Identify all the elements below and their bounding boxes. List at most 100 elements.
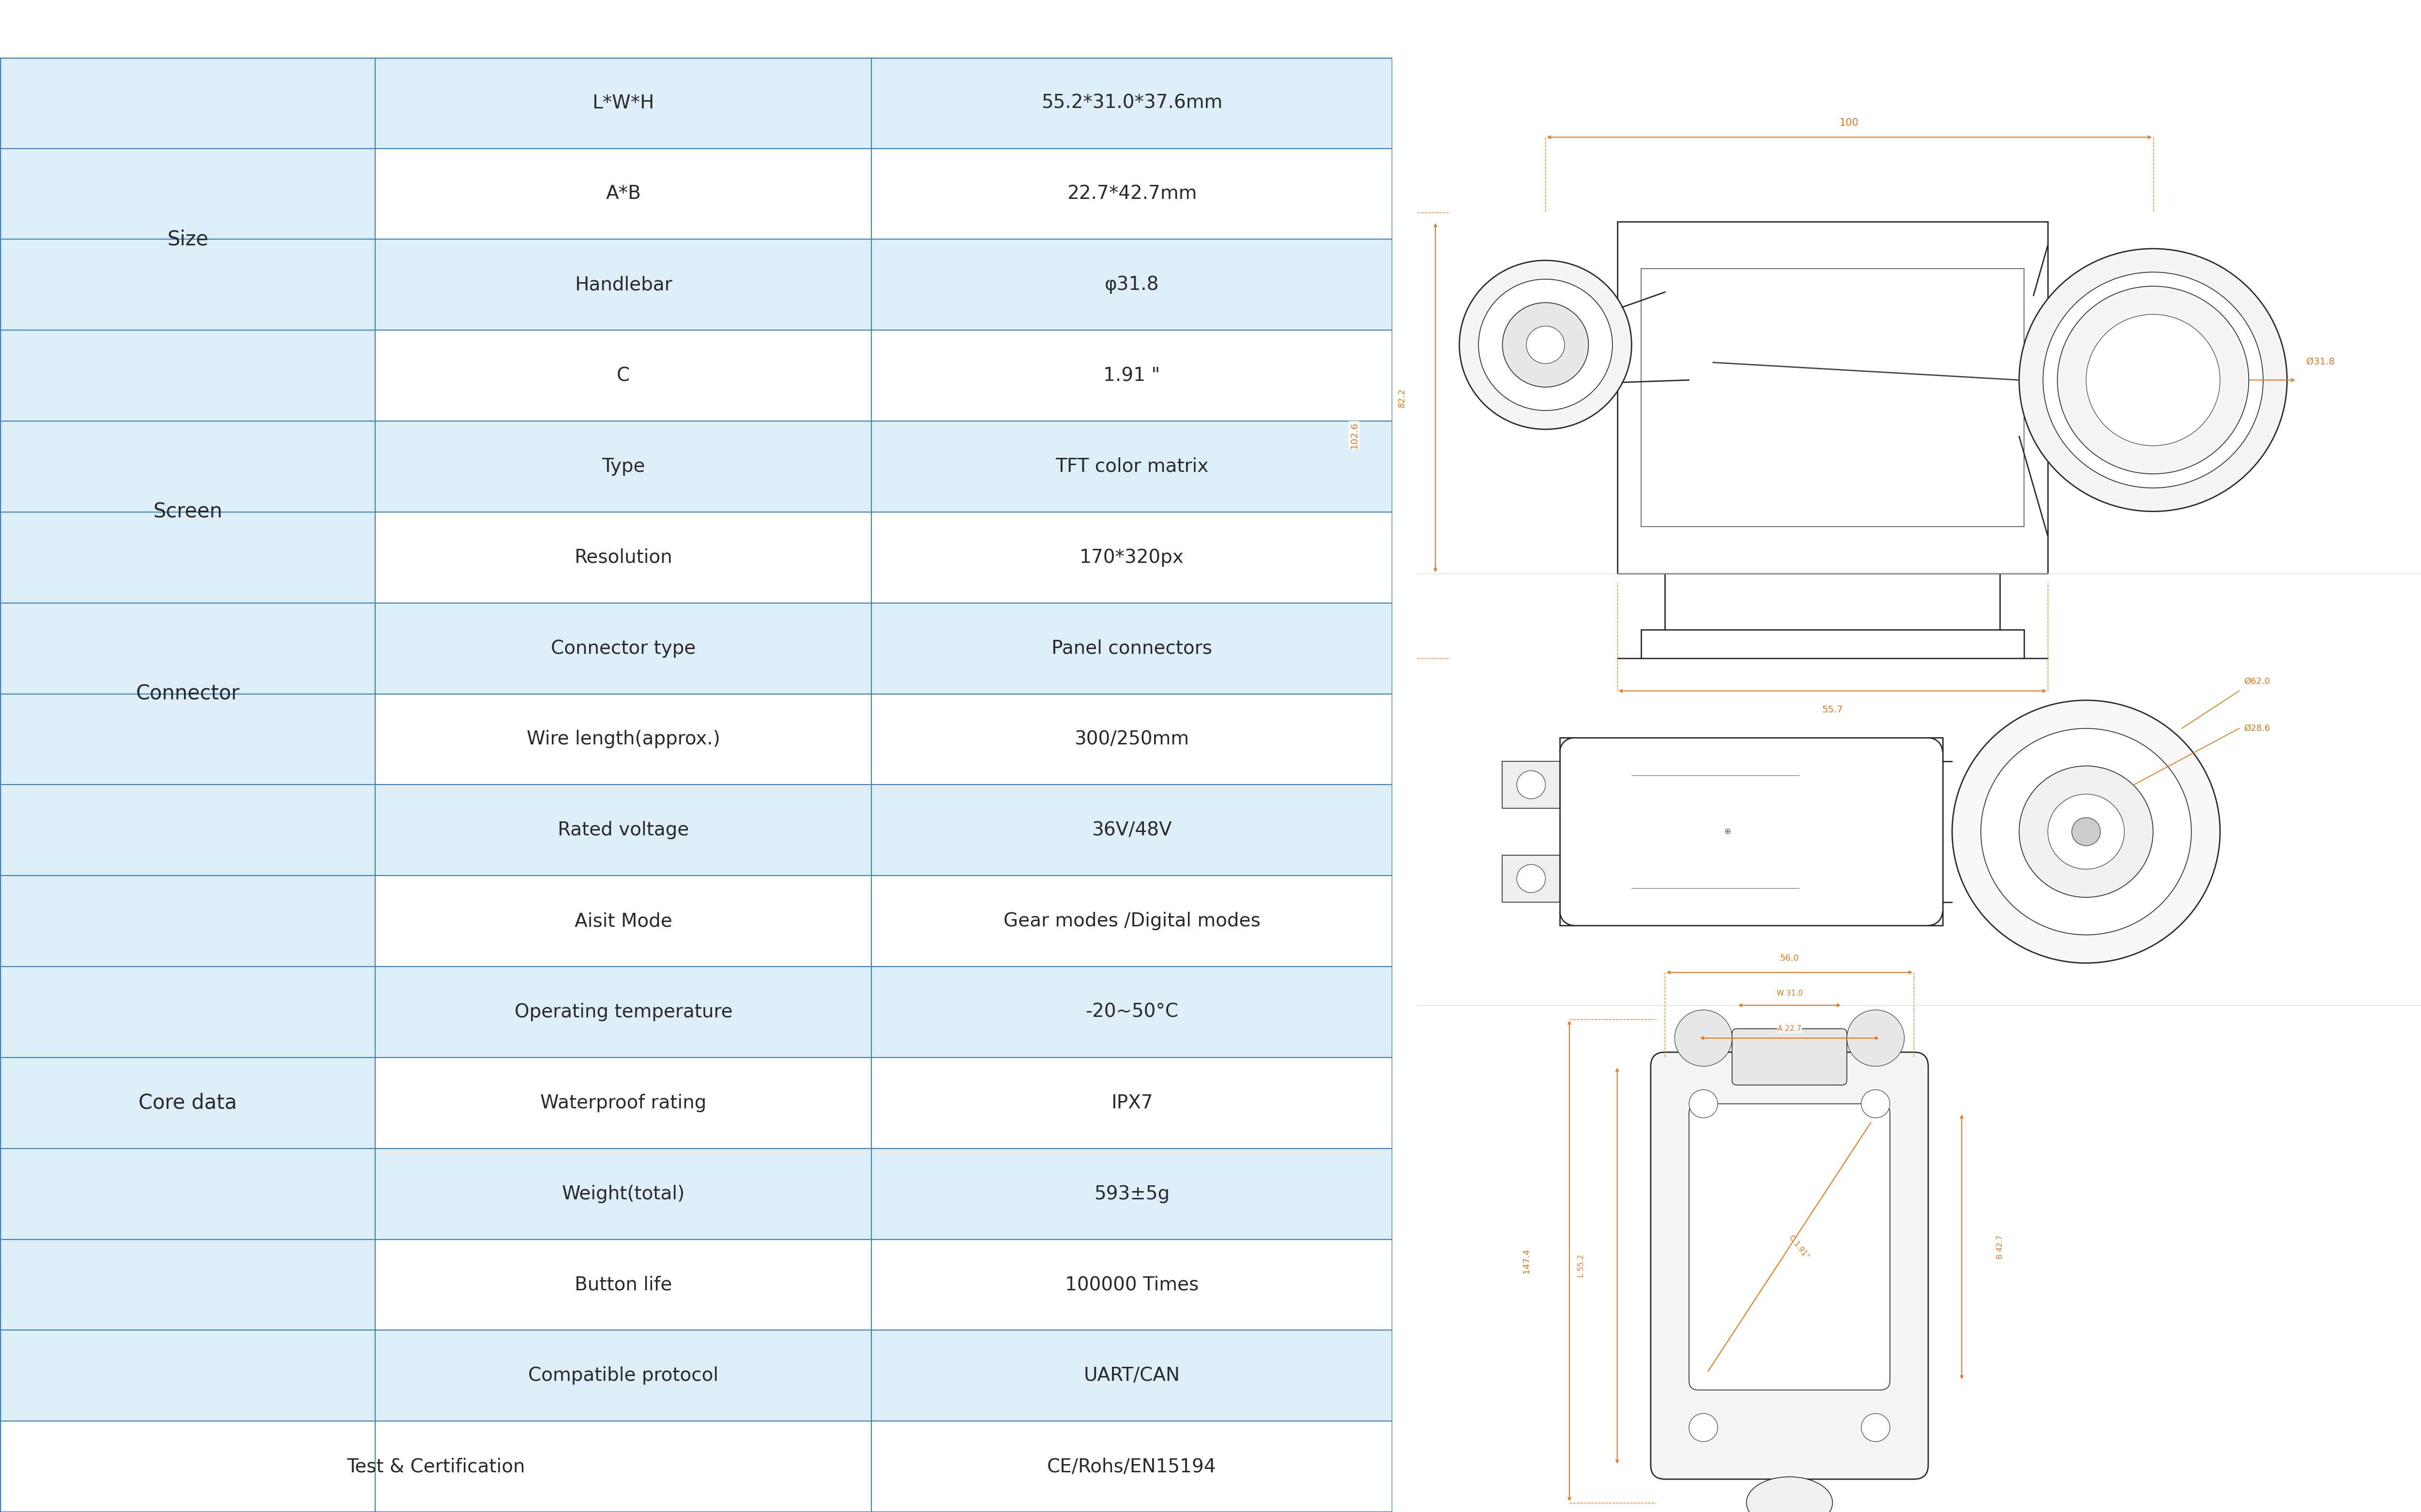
Circle shape <box>1675 1010 1731 1066</box>
Bar <box>0 785 1392 875</box>
Text: 36V/48V: 36V/48V <box>1092 821 1172 839</box>
Circle shape <box>1862 1090 1891 1117</box>
Text: 82.2: 82.2 <box>1397 389 1407 407</box>
Text: Wire length(approx.): Wire length(approx.) <box>528 730 719 748</box>
Circle shape <box>2019 767 2152 897</box>
Bar <box>0 875 1392 966</box>
Circle shape <box>1525 327 1564 363</box>
Circle shape <box>1503 302 1588 387</box>
Bar <box>0 330 1392 422</box>
Text: Operating temperature: Operating temperature <box>513 1002 734 1021</box>
Circle shape <box>1479 280 1612 411</box>
Circle shape <box>1951 700 2220 963</box>
Bar <box>0 420 1392 513</box>
Circle shape <box>2048 794 2123 869</box>
Bar <box>0 239 1392 330</box>
Text: L*W*H: L*W*H <box>593 94 654 112</box>
Text: IPX7: IPX7 <box>1111 1093 1152 1113</box>
Bar <box>0 1149 1392 1240</box>
Text: Button life: Button life <box>574 1276 673 1294</box>
Circle shape <box>1690 1414 1716 1441</box>
Bar <box>0 57 375 422</box>
Text: 593±5g: 593±5g <box>1094 1184 1169 1204</box>
Bar <box>1503 856 1559 903</box>
Text: Test & Certification: Test & Certification <box>346 1458 525 1476</box>
Text: W 31.0: W 31.0 <box>1777 990 1804 996</box>
Bar <box>0 148 1392 239</box>
Text: B 42.7: B 42.7 <box>1997 1235 2005 1259</box>
Circle shape <box>1862 1414 1891 1441</box>
FancyBboxPatch shape <box>1690 1104 1891 1390</box>
Text: -20~50°C: -20~50°C <box>1085 1002 1179 1021</box>
Bar <box>0 513 1392 603</box>
Text: Waterproof rating: Waterproof rating <box>540 1093 707 1113</box>
Text: 56.0: 56.0 <box>1779 954 1799 963</box>
Circle shape <box>1690 1090 1716 1117</box>
Text: Aisit Mode: Aisit Mode <box>574 912 673 930</box>
FancyBboxPatch shape <box>1731 1028 1847 1086</box>
Text: 102.6: 102.6 <box>1348 422 1358 449</box>
Text: L 55.2: L 55.2 <box>1578 1255 1586 1278</box>
Circle shape <box>2072 818 2101 845</box>
Text: Screen: Screen <box>153 502 223 522</box>
Circle shape <box>2058 286 2249 473</box>
Text: UART/CAN: UART/CAN <box>1085 1367 1179 1385</box>
Text: Weight(total): Weight(total) <box>562 1184 685 1204</box>
Text: CE/Rohs/EN15194: CE/Rohs/EN15194 <box>1048 1458 1215 1476</box>
Circle shape <box>1980 729 2191 934</box>
Bar <box>0 785 375 1421</box>
Circle shape <box>2087 314 2220 446</box>
Text: C 1.91": C 1.91" <box>1787 1234 1811 1259</box>
Text: Ø28.6: Ø28.6 <box>2244 724 2271 733</box>
Text: Size: Size <box>167 230 208 249</box>
Text: Parameter: Parameter <box>576 9 816 48</box>
Bar <box>0 422 375 603</box>
Text: A*B: A*B <box>605 184 642 203</box>
Bar <box>0 1057 1392 1149</box>
Text: 22.7*42.7mm: 22.7*42.7mm <box>1068 184 1196 203</box>
Circle shape <box>1516 771 1545 798</box>
Circle shape <box>2043 272 2264 488</box>
Text: STRUCTURAL DIMENSION: STRUCTURAL DIMENSION <box>1641 11 2196 47</box>
Ellipse shape <box>1746 1477 1833 1512</box>
Bar <box>0 1421 1392 1512</box>
Circle shape <box>1516 865 1545 892</box>
Bar <box>0 1240 1392 1331</box>
Bar <box>0 603 1392 694</box>
Text: 55.7: 55.7 <box>1823 705 1842 714</box>
FancyBboxPatch shape <box>1651 1052 1927 1479</box>
Bar <box>0 1421 872 1512</box>
Text: Compatible protocol: Compatible protocol <box>528 1367 719 1385</box>
Text: 100000 Times: 100000 Times <box>1065 1276 1198 1294</box>
Text: 170*320px: 170*320px <box>1080 549 1184 567</box>
Text: Core data: Core data <box>138 1093 237 1113</box>
Text: 55.2*31.0*37.6mm: 55.2*31.0*37.6mm <box>1041 94 1223 112</box>
Text: 1.91 ": 1.91 " <box>1104 366 1160 386</box>
Text: Gear modes /Digital modes: Gear modes /Digital modes <box>1002 912 1261 930</box>
Bar <box>0 1331 1392 1421</box>
Circle shape <box>1460 260 1632 429</box>
Text: ⊕: ⊕ <box>1724 827 1731 836</box>
Bar <box>0 694 1392 785</box>
Text: Type: Type <box>603 457 644 476</box>
Text: Resolution: Resolution <box>574 549 673 567</box>
Text: Rated voltage: Rated voltage <box>557 821 690 839</box>
Bar <box>1503 761 1559 809</box>
Text: Connector type: Connector type <box>552 640 695 658</box>
Text: 300/250mm: 300/250mm <box>1075 730 1189 748</box>
Text: A 22.7: A 22.7 <box>1777 1025 1801 1033</box>
Text: Ø62.0: Ø62.0 <box>2244 677 2271 686</box>
Bar <box>0 57 1392 148</box>
Circle shape <box>1847 1010 1905 1066</box>
Text: C: C <box>617 366 629 386</box>
Text: 100: 100 <box>1840 118 1859 129</box>
Text: Ø31.8: Ø31.8 <box>2307 357 2334 366</box>
Bar <box>0 603 375 785</box>
Text: Handlebar: Handlebar <box>574 275 673 293</box>
Text: Connector: Connector <box>136 683 240 705</box>
Bar <box>0 966 1392 1057</box>
Text: 147.4: 147.4 <box>1523 1249 1530 1273</box>
Text: φ31.8: φ31.8 <box>1104 275 1160 293</box>
Text: TFT color matrix: TFT color matrix <box>1056 457 1208 476</box>
Text: Panel connectors: Panel connectors <box>1051 640 1213 658</box>
